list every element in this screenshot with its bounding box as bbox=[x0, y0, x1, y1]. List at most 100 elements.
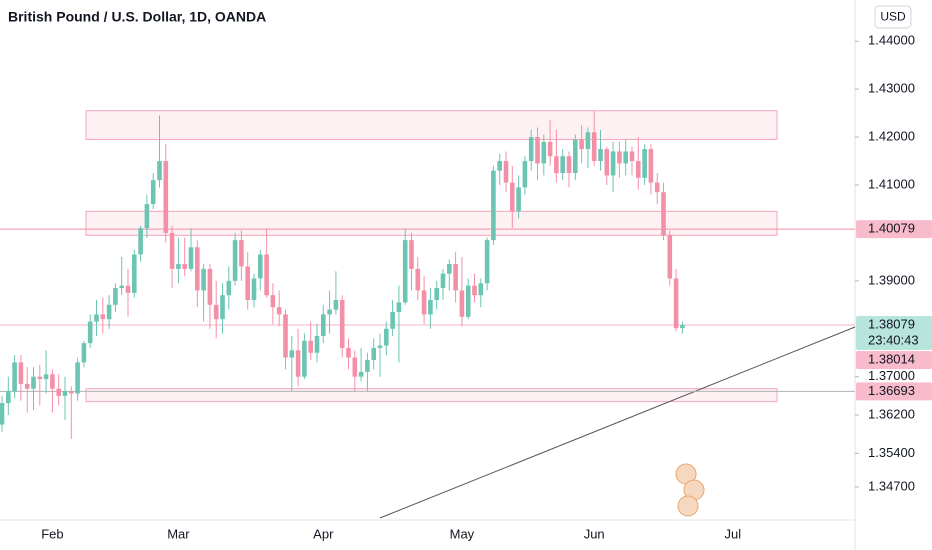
candle-body bbox=[384, 328, 389, 346]
candle-body bbox=[295, 350, 301, 377]
candle-body bbox=[18, 362, 24, 384]
candle-body bbox=[314, 335, 320, 353]
candle-body bbox=[283, 314, 288, 358]
candle-body bbox=[276, 307, 282, 315]
candle-body bbox=[510, 182, 515, 212]
candle-body bbox=[258, 254, 263, 279]
candle-body bbox=[138, 228, 143, 255]
candle-body bbox=[560, 156, 565, 174]
candle-body bbox=[251, 278, 257, 301]
candle-body bbox=[12, 362, 17, 392]
candle-body bbox=[573, 139, 578, 174]
candle-body bbox=[472, 285, 477, 296]
candle-body bbox=[503, 161, 509, 183]
candle-body bbox=[195, 247, 200, 291]
zone bbox=[85, 210, 778, 236]
candle-body bbox=[371, 347, 376, 360]
x-tick-label: Mar bbox=[167, 526, 190, 541]
y-tick-label: 1.37000 bbox=[868, 368, 915, 383]
candle-body bbox=[415, 268, 421, 291]
x-tick-label: Jun bbox=[584, 526, 605, 541]
y-tick-label: 1.36200 bbox=[868, 406, 915, 421]
candle-body bbox=[113, 288, 118, 305]
candle-body bbox=[69, 391, 74, 394]
candle-body bbox=[81, 343, 87, 363]
candle-body bbox=[680, 324, 685, 329]
icon bbox=[677, 495, 699, 517]
candle-body bbox=[213, 304, 219, 320]
candle-body bbox=[37, 376, 43, 380]
currency-label[interactable]: USD bbox=[880, 10, 906, 24]
candle-body bbox=[352, 357, 358, 377]
candle-body bbox=[226, 280, 232, 296]
candle-body bbox=[100, 314, 106, 320]
candle-body bbox=[491, 170, 496, 241]
candle-body bbox=[220, 295, 225, 320]
candle-body bbox=[428, 300, 433, 315]
candle-body bbox=[245, 266, 250, 301]
candle-body bbox=[106, 304, 112, 320]
candle-body bbox=[62, 391, 68, 396]
candle-body bbox=[207, 268, 213, 305]
price-label-box bbox=[856, 350, 932, 369]
candle-body bbox=[484, 240, 490, 284]
candle-body bbox=[610, 151, 616, 176]
candle-body bbox=[648, 149, 654, 183]
candle-body bbox=[75, 362, 80, 394]
candle-body bbox=[396, 302, 402, 312]
price-label-box bbox=[856, 315, 932, 350]
candle-body bbox=[87, 321, 93, 344]
price-label-box bbox=[856, 382, 932, 401]
candle-body bbox=[144, 204, 150, 229]
y-tick-label: 1.35400 bbox=[868, 445, 915, 460]
y-tick-label: 1.43000 bbox=[868, 81, 915, 96]
candle-body bbox=[453, 264, 458, 291]
candle-body bbox=[94, 314, 99, 322]
candles bbox=[0, 111, 685, 440]
trend-line bbox=[379, 326, 856, 519]
price-label: 1.36693 bbox=[868, 383, 915, 398]
zone bbox=[85, 388, 778, 403]
candle-body bbox=[365, 359, 370, 372]
candle-body bbox=[447, 264, 452, 274]
candle-body bbox=[125, 285, 131, 293]
candle-body bbox=[169, 232, 175, 269]
candle-body bbox=[157, 161, 162, 181]
candle-body bbox=[327, 309, 332, 315]
candle-body bbox=[667, 235, 673, 279]
candle-body bbox=[554, 156, 559, 174]
y-tick-label: 1.41000 bbox=[868, 176, 915, 191]
candle-body bbox=[579, 139, 584, 150]
candle-body bbox=[528, 137, 534, 162]
candle-body bbox=[440, 273, 446, 289]
y-tick-label: 1.39000 bbox=[868, 272, 915, 287]
candle-body bbox=[522, 161, 528, 188]
candle-body bbox=[270, 295, 276, 308]
candle-body bbox=[50, 374, 55, 389]
candle-body bbox=[188, 247, 194, 269]
candle-body bbox=[673, 278, 679, 329]
candle-body bbox=[617, 151, 622, 164]
candle-body bbox=[43, 374, 49, 380]
price-label: 1.38079 bbox=[868, 316, 915, 331]
y-tick-label: 1.34700 bbox=[868, 478, 915, 493]
candle-body bbox=[176, 264, 181, 269]
y-tick-label: 1.44000 bbox=[868, 33, 915, 48]
x-tick-label: Apr bbox=[313, 526, 334, 541]
candle-body bbox=[547, 141, 553, 157]
countdown: 23:40:43 bbox=[868, 332, 919, 347]
candle-body bbox=[182, 264, 187, 269]
candle-body bbox=[232, 240, 238, 281]
candle-body bbox=[119, 285, 124, 289]
candle-body bbox=[239, 240, 244, 267]
price-label: 1.38014 bbox=[868, 351, 915, 366]
candle-body bbox=[604, 149, 610, 176]
candle-body bbox=[623, 151, 628, 164]
candle-body bbox=[308, 340, 313, 353]
candle-body bbox=[421, 290, 427, 315]
currency-button[interactable] bbox=[874, 5, 912, 29]
candle-body bbox=[24, 383, 30, 389]
candle-body bbox=[6, 391, 11, 404]
candle-body bbox=[321, 314, 326, 336]
